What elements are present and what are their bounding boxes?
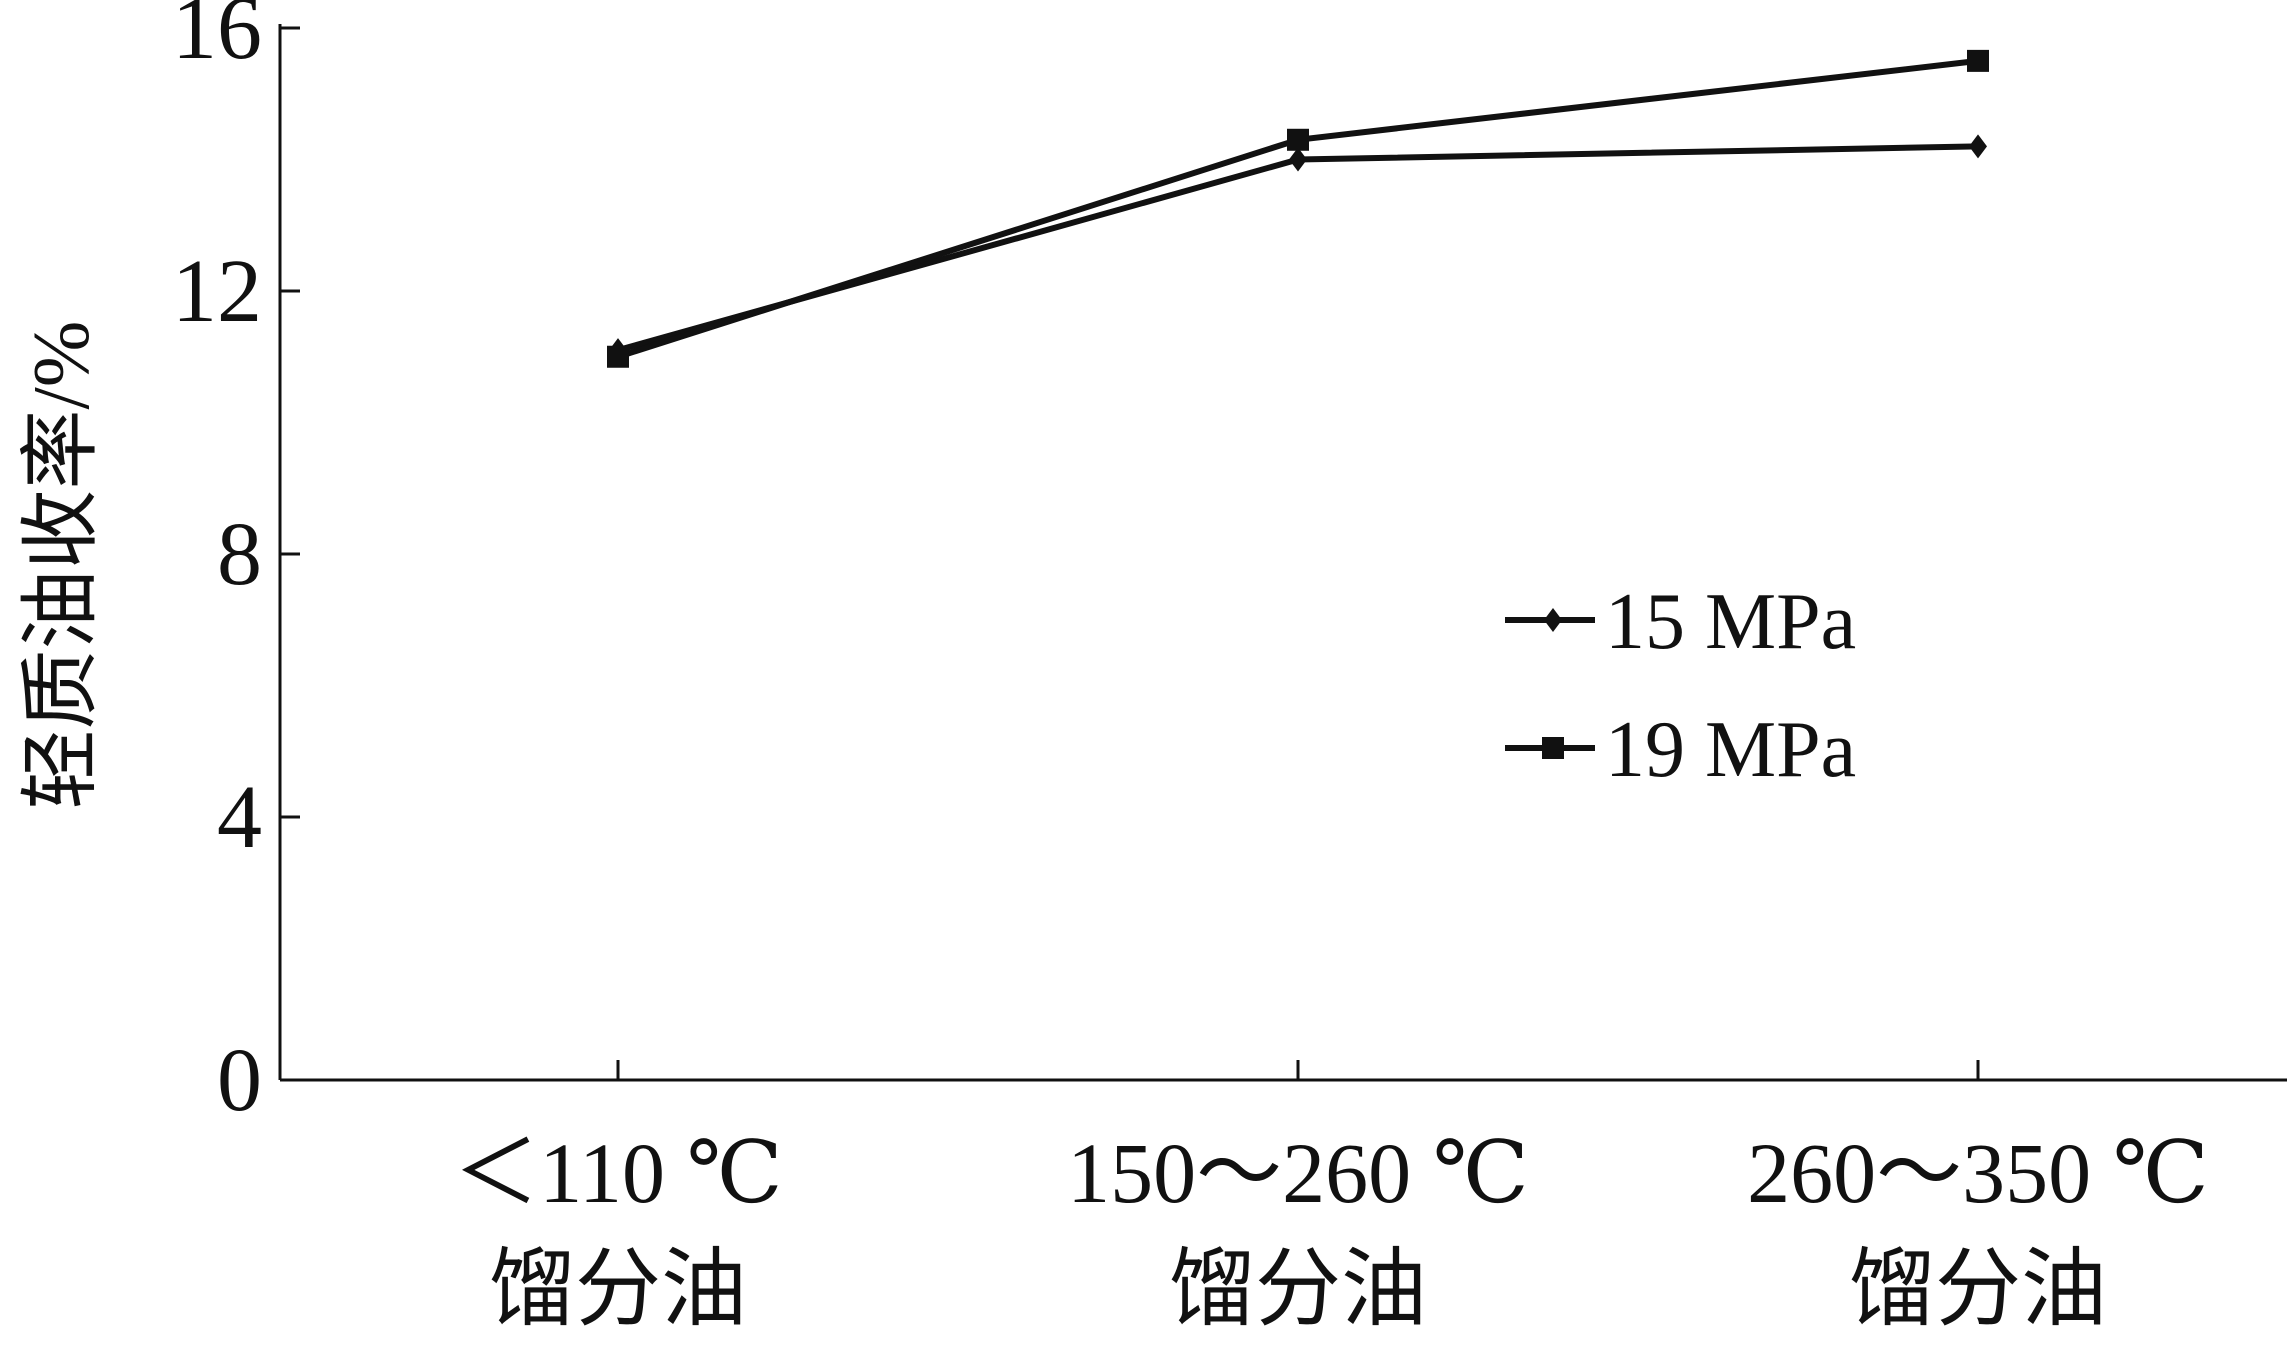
- legend-label: 15 MPa: [1605, 578, 1856, 666]
- y-tick-label: 8: [217, 505, 262, 604]
- series-line: [617, 143, 1979, 354]
- ticks: 0 4 8 12 16 ＜110 ℃ 馏分油 150～260 ℃ 馏分油 260～350 ℃ 馏分油: [172, 0, 2209, 1337]
- x-tick-label-line2: 馏分油: [1169, 1241, 1427, 1337]
- x-tick-label: ＜110 ℃: [453, 1125, 783, 1221]
- x-tick-label-line2: 馏分油: [1849, 1241, 2107, 1337]
- legend: 15 MPa 19 MPa: [1505, 578, 1856, 794]
- x-tick-label: 260～350 ℃: [1747, 1125, 2209, 1221]
- y-tick-label: 4: [217, 768, 262, 867]
- data-point: [1287, 128, 1309, 151]
- series: [607, 49, 1989, 368]
- y-axis-label: 轻质油收率/%: [18, 321, 106, 810]
- y-tick-label: 12: [172, 242, 262, 341]
- x-tick-label: 150～260 ℃: [1067, 1125, 1529, 1221]
- data-point: [1289, 147, 1307, 172]
- axes: [278, 24, 2287, 1082]
- series-line: [617, 57, 1979, 360]
- x-tick-label-line2: 馏分油: [489, 1241, 747, 1337]
- legend-marker: [1544, 608, 1562, 632]
- legend-marker: [1542, 737, 1564, 759]
- data-point: [607, 345, 629, 368]
- data-point: [1969, 134, 1987, 159]
- legend-label: 19 MPa: [1605, 706, 1856, 794]
- y-tick-label: 0: [217, 1031, 262, 1130]
- y-tick-label: 16: [172, 0, 262, 78]
- data-point: [1967, 49, 1989, 72]
